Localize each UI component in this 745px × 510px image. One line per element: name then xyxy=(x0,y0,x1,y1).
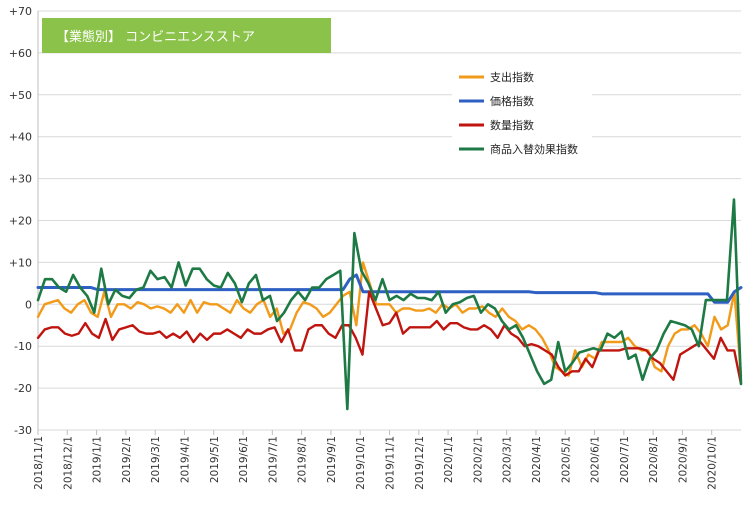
x-tick-label: 2020/7/1 xyxy=(619,436,631,483)
x-tick-label: 2020/5/1 xyxy=(560,436,572,483)
y-tick-label: +10 xyxy=(9,256,32,269)
legend-label-replacement: 商品入替効果指数 xyxy=(490,142,578,156)
x-tick-label: 2019/2/1 xyxy=(121,436,133,483)
legend-background xyxy=(452,68,592,160)
x-tick-label: 2018/11/1 xyxy=(33,436,45,490)
title-box-background xyxy=(42,18,331,53)
x-tick-label: 2019/1/1 xyxy=(92,436,104,483)
series-line-3 xyxy=(36,198,743,411)
y-tick-label: +60 xyxy=(9,47,32,60)
y-tick-label: +50 xyxy=(9,89,32,102)
legend: 支出指数 価格指数 数量指数 商品入替効果指数 xyxy=(452,68,592,160)
x-axis-ticks: 2018/11/1 2018/12/1 2019/1/1 2019/2/1 2019/3… xyxy=(33,430,719,490)
legend-item-quantity: 数量指数 xyxy=(459,118,534,132)
y-axis-ticks: -30 -20 -10 0 +10 +20 +30 +40 +50 +60 +70 xyxy=(9,5,32,437)
y-tick-label: +30 xyxy=(9,173,32,186)
x-tick-label: 2020/10/1 xyxy=(707,436,719,490)
y-tick-label: 0 xyxy=(25,298,32,311)
x-tick-label: 2020/3/1 xyxy=(502,436,514,483)
legend-item-price: 価格指数 xyxy=(459,94,534,108)
legend-label-price: 価格指数 xyxy=(490,94,534,108)
legend-label-spending: 支出指数 xyxy=(490,70,534,84)
x-tick-label: 2020/1/1 xyxy=(443,436,455,483)
x-tick-label: 2020/6/1 xyxy=(590,436,602,483)
series-lines xyxy=(36,198,743,411)
x-tick-label: 2019/11/1 xyxy=(385,436,397,490)
x-tick-label: 2019/9/1 xyxy=(326,436,338,483)
legend-item-replacement: 商品入替効果指数 xyxy=(459,142,578,156)
y-tick-label: +20 xyxy=(9,215,32,228)
y-tick-label: -30 xyxy=(14,424,32,437)
chart-title: 【業態別】 コンビニエンスストア xyxy=(56,29,255,45)
x-tick-label: 2019/6/1 xyxy=(238,436,250,483)
y-tick-label: +70 xyxy=(9,5,32,18)
series-line-2 xyxy=(36,290,743,386)
x-tick-label: 2019/4/1 xyxy=(179,436,191,483)
y-tick-label: +40 xyxy=(9,131,32,144)
x-tick-label: 2020/4/1 xyxy=(531,436,543,483)
x-tick-label: 2019/10/1 xyxy=(355,436,367,490)
x-tick-label: 2019/8/1 xyxy=(297,436,309,483)
y-tick-label: -20 xyxy=(14,382,32,395)
chart-title-box: 【業態別】 コンビニエンスストア xyxy=(42,18,331,53)
legend-label-quantity: 数量指数 xyxy=(490,118,534,132)
x-tick-label: 2020/2/1 xyxy=(472,436,484,483)
x-tick-label: 2020/8/1 xyxy=(648,436,660,483)
x-tick-label: 2019/7/1 xyxy=(267,436,279,483)
legend-item-spending: 支出指数 xyxy=(459,70,534,84)
y-tick-label: -10 xyxy=(14,340,32,353)
x-tick-label: 2020/9/1 xyxy=(677,436,689,483)
series-line-1 xyxy=(36,273,743,304)
x-tick-label: 2019/12/1 xyxy=(414,436,426,490)
x-tick-label: 2019/5/1 xyxy=(209,436,221,483)
x-tick-label: 2019/3/1 xyxy=(150,436,162,483)
gridlines xyxy=(37,10,741,431)
x-tick-label: 2018/12/1 xyxy=(62,436,74,490)
